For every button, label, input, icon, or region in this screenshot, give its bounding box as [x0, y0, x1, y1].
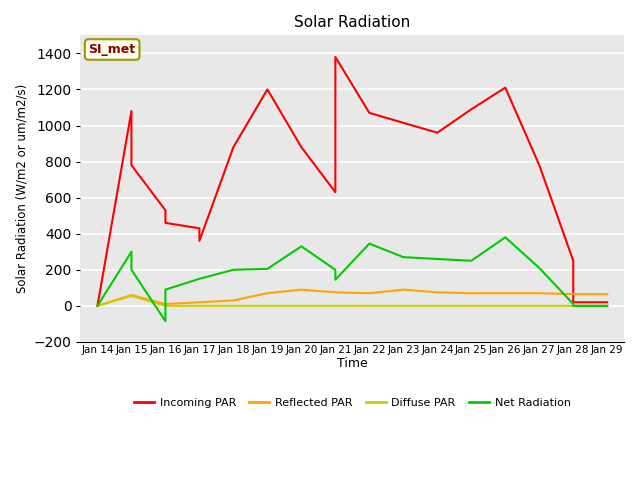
Incoming PAR	[161, 220, 169, 226]
Incoming PAR	[467, 107, 475, 112]
Incoming PAR	[230, 144, 237, 150]
Reflected PAR	[196, 300, 204, 305]
Reflected PAR	[93, 303, 101, 309]
Incoming PAR	[161, 207, 169, 213]
Incoming PAR	[127, 108, 135, 114]
Net Radiation	[467, 258, 475, 264]
Diffuse PAR	[604, 303, 611, 309]
Title: Solar Radiation: Solar Radiation	[294, 15, 410, 30]
Reflected PAR	[298, 287, 305, 292]
Net Radiation	[230, 267, 237, 273]
Net Radiation	[161, 287, 169, 292]
Text: SI_met: SI_met	[88, 43, 136, 56]
Net Radiation	[604, 303, 611, 309]
Reflected PAR	[536, 290, 543, 296]
Reflected PAR	[230, 298, 237, 303]
Incoming PAR	[502, 85, 509, 91]
Incoming PAR	[93, 303, 101, 309]
Net Radiation	[433, 256, 441, 262]
Reflected PAR	[332, 289, 339, 295]
Line: Incoming PAR: Incoming PAR	[97, 57, 607, 306]
Incoming PAR	[570, 258, 577, 264]
Reflected PAR	[604, 291, 611, 297]
Net Radiation	[502, 234, 509, 240]
Net Radiation	[196, 276, 204, 282]
Incoming PAR	[196, 238, 204, 244]
Net Radiation	[93, 303, 101, 309]
Reflected PAR	[433, 289, 441, 295]
Incoming PAR	[433, 130, 441, 135]
Reflected PAR	[502, 290, 509, 296]
Incoming PAR	[332, 54, 339, 60]
Reflected PAR	[264, 290, 271, 296]
Reflected PAR	[161, 301, 169, 307]
Net Radiation	[536, 265, 543, 271]
Incoming PAR	[264, 86, 271, 92]
Line: Reflected PAR: Reflected PAR	[97, 289, 607, 306]
Net Radiation	[399, 254, 407, 260]
Legend: Incoming PAR, Reflected PAR, Diffuse PAR, Net Radiation: Incoming PAR, Reflected PAR, Diffuse PAR…	[130, 394, 575, 412]
Net Radiation	[570, 303, 577, 309]
X-axis label: Time: Time	[337, 358, 368, 371]
Incoming PAR	[298, 144, 305, 150]
Net Radiation	[161, 318, 169, 324]
Net Radiation	[570, 301, 577, 307]
Reflected PAR	[127, 292, 135, 298]
Y-axis label: Solar Radiation (W/m2 or um/m2/s): Solar Radiation (W/m2 or um/m2/s)	[15, 84, 28, 293]
Reflected PAR	[467, 290, 475, 296]
Net Radiation	[298, 243, 305, 249]
Incoming PAR	[365, 110, 373, 116]
Net Radiation	[127, 249, 135, 254]
Diffuse PAR	[161, 303, 169, 309]
Line: Net Radiation: Net Radiation	[97, 237, 607, 321]
Reflected PAR	[399, 287, 407, 292]
Incoming PAR	[127, 162, 135, 168]
Incoming PAR	[196, 226, 204, 231]
Reflected PAR	[365, 290, 373, 296]
Incoming PAR	[536, 162, 543, 168]
Net Radiation	[332, 277, 339, 283]
Diffuse PAR	[127, 293, 135, 299]
Incoming PAR	[570, 300, 577, 305]
Net Radiation	[264, 266, 271, 272]
Diffuse PAR	[93, 303, 101, 309]
Net Radiation	[365, 241, 373, 247]
Net Radiation	[127, 267, 135, 273]
Incoming PAR	[332, 189, 339, 195]
Line: Diffuse PAR: Diffuse PAR	[97, 296, 607, 306]
Reflected PAR	[570, 291, 577, 297]
Incoming PAR	[604, 300, 611, 305]
Net Radiation	[332, 267, 339, 273]
